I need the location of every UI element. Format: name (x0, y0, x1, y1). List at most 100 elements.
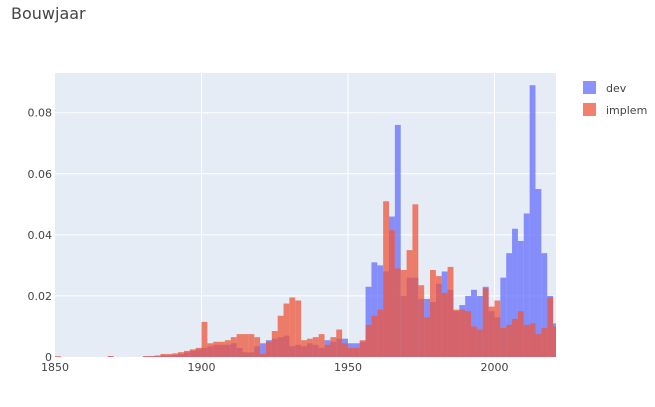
bar-implem (342, 343, 348, 357)
bar-implem (224, 340, 231, 357)
bar-implem (254, 337, 261, 357)
bar-implem (207, 343, 214, 357)
bar-implem (389, 230, 395, 357)
bar-dev (476, 295, 483, 357)
y-tick-label: 0 (45, 351, 52, 364)
y-tick-label: 0.02 (28, 290, 53, 303)
bar-implem (494, 300, 501, 357)
bar-implem (500, 327, 507, 357)
bar-implem (371, 315, 378, 357)
x-tick-label: 2000 (480, 361, 508, 374)
bar-implem (459, 309, 466, 357)
x-axis: 1850 1900 1950 2000 (41, 361, 508, 374)
bar-dev (523, 213, 530, 357)
bar-implem (488, 306, 495, 357)
bar-implem (142, 356, 149, 357)
bar-dev (365, 286, 372, 357)
bar-implem (377, 309, 384, 357)
bar-implem (312, 337, 319, 357)
bar-implem (160, 353, 167, 357)
y-tick-label: 0.04 (28, 229, 53, 242)
bar-implem (178, 352, 184, 357)
bar-implem (201, 321, 208, 357)
bar-implem (517, 311, 524, 357)
bar-implem (301, 340, 307, 357)
bar-implem (107, 356, 114, 357)
bar-implem (553, 326, 556, 357)
bar-implem (535, 334, 542, 357)
bar-implem (529, 323, 536, 357)
bar-implem (166, 353, 173, 357)
legend-item-implem[interactable]: implem (583, 103, 647, 117)
bar-implem (541, 327, 548, 357)
bar-implem (441, 292, 448, 357)
legend-item-dev[interactable]: dev (583, 81, 627, 95)
legend[interactable]: dev implem (583, 81, 647, 117)
x-tick-label: 1900 (187, 361, 215, 374)
bar-implem (418, 285, 425, 357)
bar-implem (195, 347, 202, 357)
bar-implem (236, 334, 243, 357)
bar-implem (230, 337, 237, 357)
bar-dev (535, 189, 542, 357)
bar-implem (306, 338, 313, 357)
bar-implem (435, 276, 442, 357)
bar-implem (183, 350, 190, 357)
y-tick-label: 0.08 (28, 107, 53, 120)
legend-label: implem (606, 104, 647, 117)
bar-implem (318, 334, 325, 357)
bar-dev (260, 343, 266, 357)
bar-implem (447, 266, 454, 357)
y-tick-label: 0.06 (28, 168, 53, 181)
bar-dev (517, 240, 524, 357)
bar-implem (336, 329, 343, 357)
bar-implem (412, 204, 419, 357)
bar-implem (471, 326, 477, 357)
bar-implem (330, 337, 337, 357)
x-tick-label: 1850 (41, 361, 69, 374)
bar-implem (353, 347, 360, 357)
bar-implem (189, 349, 196, 357)
bar-implem (424, 317, 431, 357)
bar-implem (324, 344, 331, 357)
bar-implem (172, 353, 179, 357)
bar-implem (465, 311, 472, 357)
series-implem (55, 201, 556, 357)
bar-implem (482, 288, 489, 357)
bar-implem (248, 334, 255, 357)
bar-implem (242, 334, 249, 357)
bar-implem (430, 269, 436, 357)
bar-implem (547, 297, 554, 357)
bar-dev (541, 253, 548, 357)
y-axis: 0 0.02 0.04 0.06 0.08 (28, 107, 53, 364)
bar-implem (148, 356, 155, 357)
bar-dev (512, 228, 518, 357)
bar-dev (529, 85, 536, 357)
bar-implem (512, 318, 518, 357)
bar-implem (154, 355, 161, 357)
bar-implem (260, 353, 266, 357)
bar-implem (453, 309, 460, 357)
bar-implem (506, 324, 513, 357)
bar-implem (359, 340, 366, 357)
bar-implem (277, 315, 284, 357)
bar-implem (394, 268, 401, 357)
bar-dev (394, 124, 401, 358)
bar-dev (500, 277, 507, 357)
bar-implem (265, 341, 272, 357)
bar-implem (406, 250, 413, 357)
bar-implem (295, 300, 302, 357)
bar-implem (283, 303, 290, 357)
bar-implem (347, 347, 354, 357)
bar-dev (471, 289, 477, 357)
bar-implem (523, 324, 530, 357)
bar-implem (289, 297, 296, 357)
x-tick-label: 1950 (334, 361, 362, 374)
bar-implem (219, 341, 225, 357)
bar-implem (400, 269, 407, 357)
bar-implem (271, 331, 278, 357)
legend-swatch (583, 81, 596, 94)
bar-implem (383, 201, 389, 357)
bar-dev (506, 253, 513, 357)
